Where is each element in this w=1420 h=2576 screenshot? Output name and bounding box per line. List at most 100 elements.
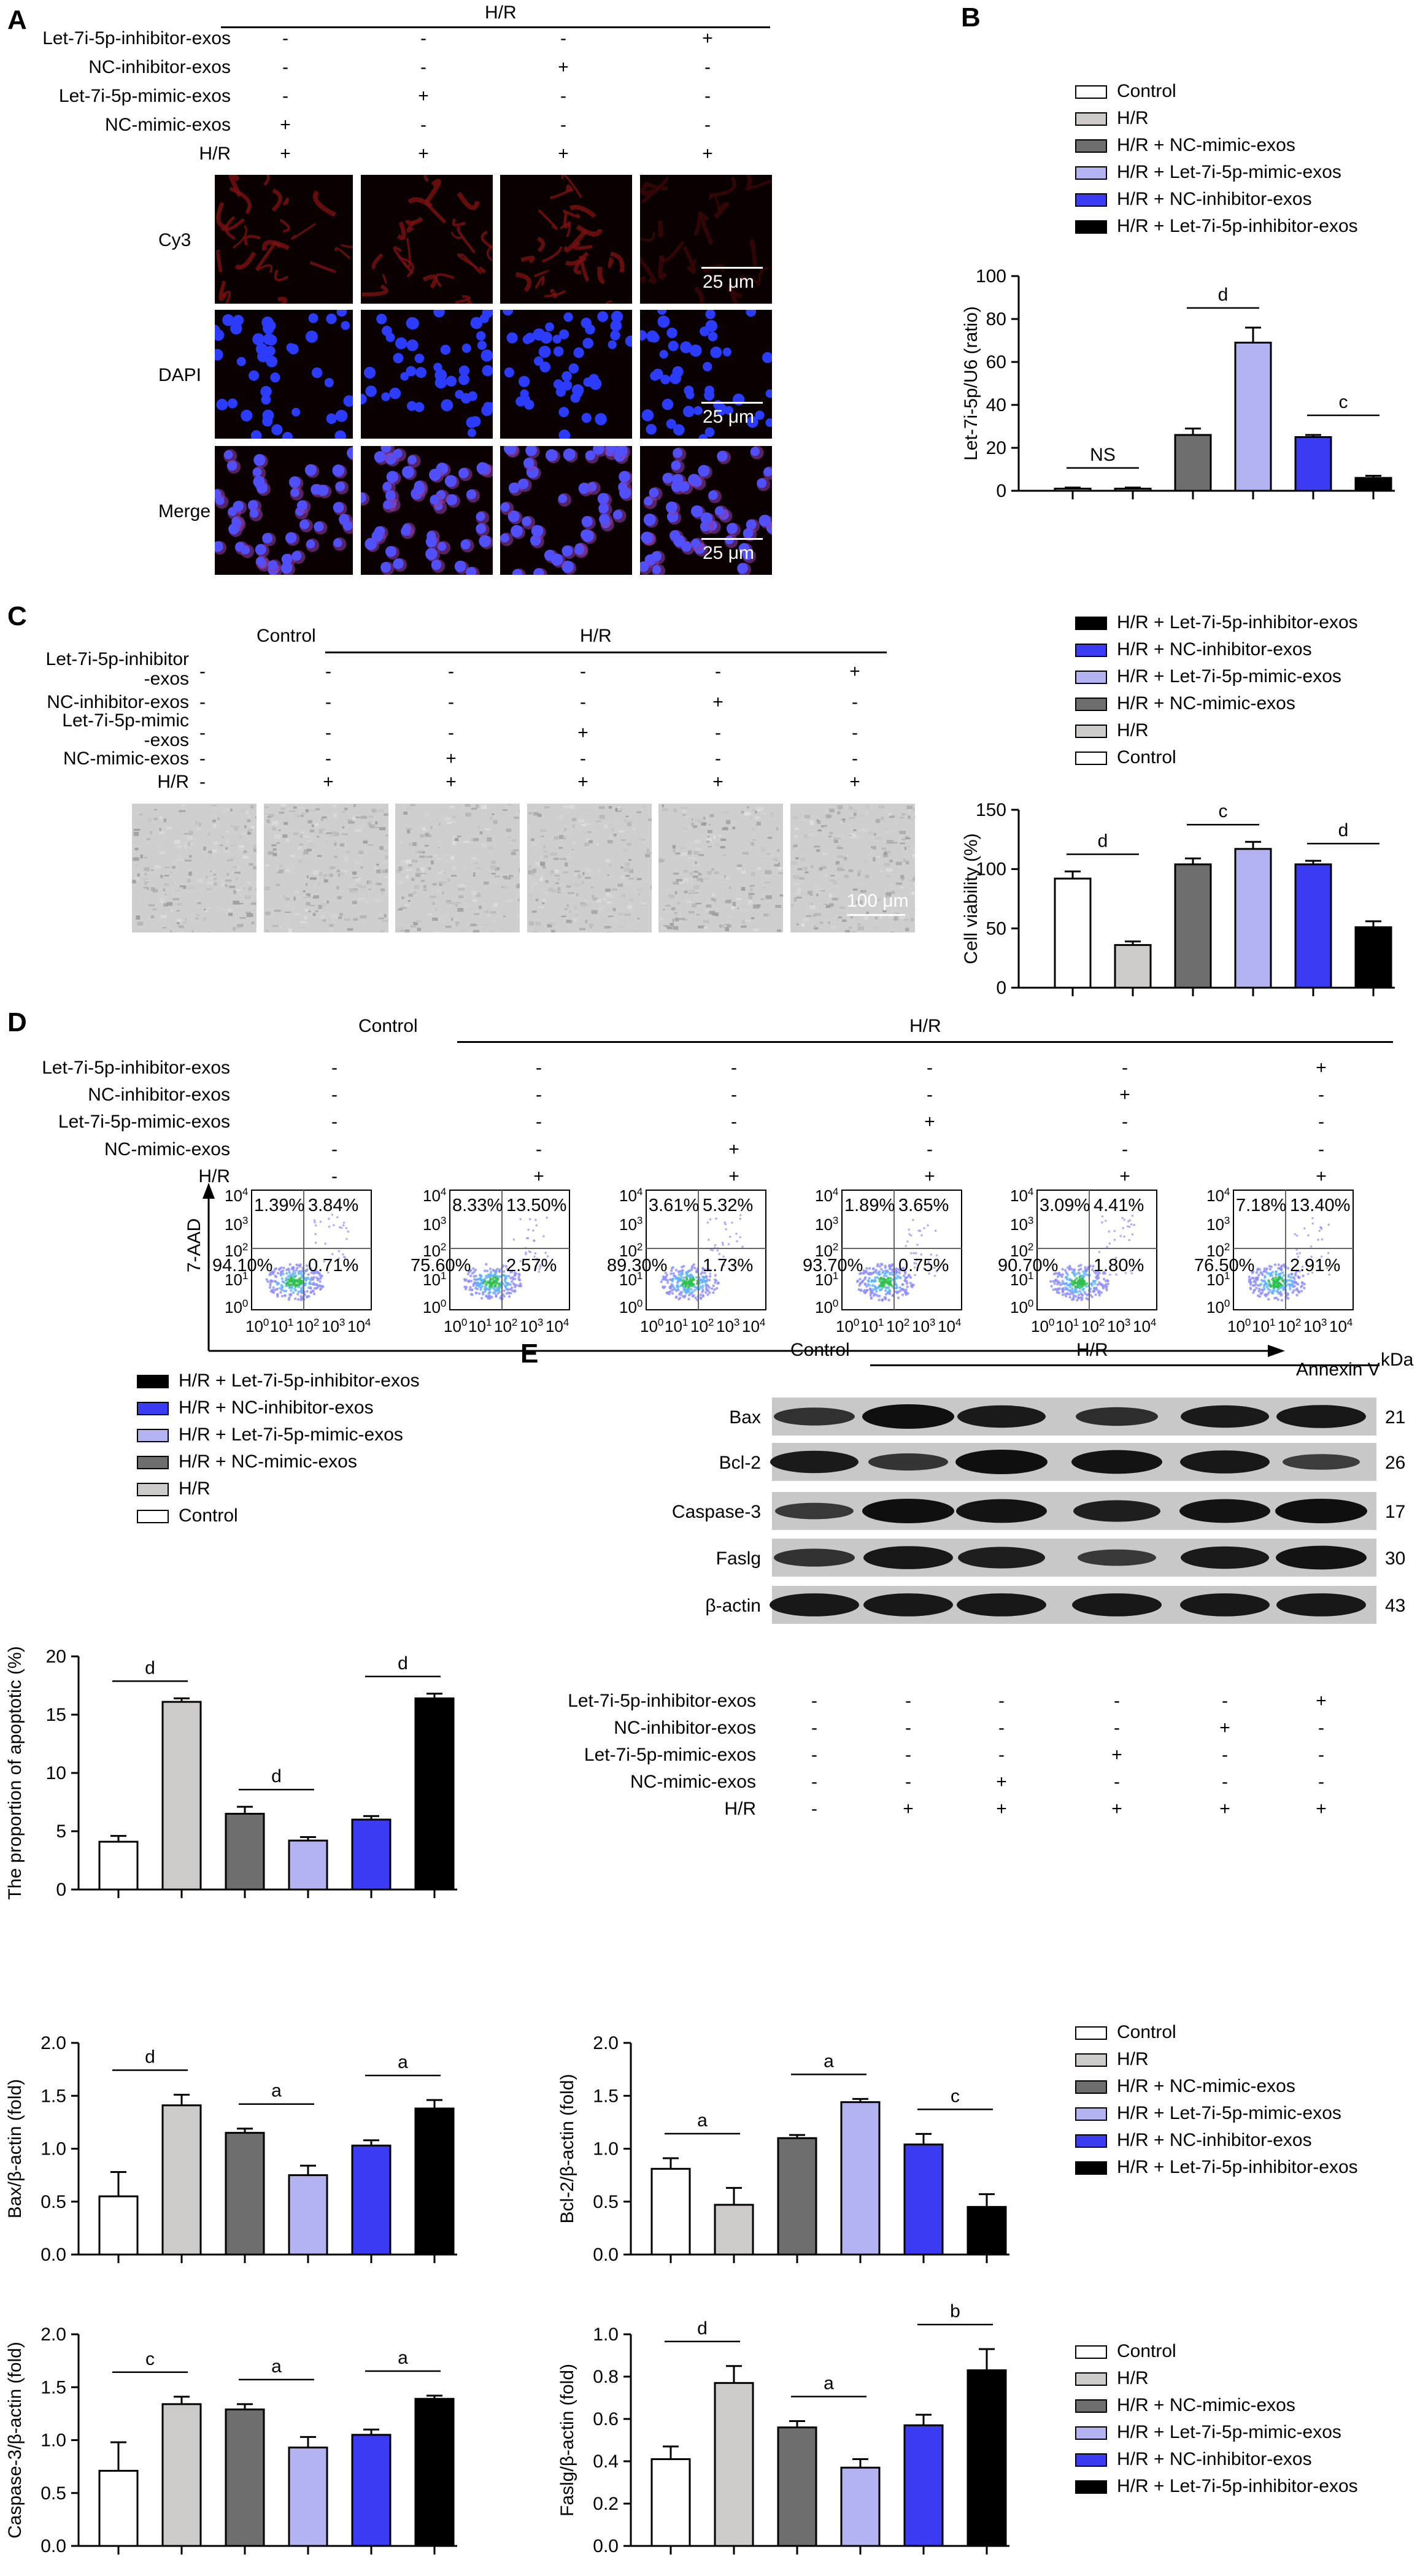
bar-h-r-let-7i-5p-inhibitor-exos [967,2205,1007,2256]
error-bar [1185,857,1201,864]
panel-e-western-blot: Bax 21 Bcl-2 26 Caspase-3 17 Faslg 30 β-actin 43 [672,1398,1405,1624]
panel-c-row-symbol: + [577,723,588,743]
flow-x-tick: 100 [444,1317,467,1336]
error-bar [789,2420,805,2428]
flow-x-tick: 104 [1329,1317,1352,1336]
panel-e-row-symbol: + [996,1772,1007,1792]
panel-c-row-label-cont: -exos [144,730,189,750]
flow-x-tick: 101 [468,1317,492,1336]
panel-a-row-symbol: + [702,28,713,48]
quant-bottom-legend-swatch [1075,2345,1107,2359]
significance-label: d [1218,285,1229,305]
panel-e-row-label: H/R [724,1799,756,1819]
panel-b-legend-label: H/R + NC-inhibitor-exos [1117,189,1312,209]
panel-b-legend-swatch [1075,139,1107,153]
significance-label: a [271,2081,282,2101]
blot-kda-value: 30 [1385,1548,1405,1569]
flow-x-tick: 104 [938,1317,961,1336]
y-tick-label: 20 [46,1647,66,1667]
panel-e-row-symbol: + [1111,1799,1122,1819]
panel-d-row-symbol: - [731,1112,737,1132]
y-axis-label: Bcl-2/β-actin (fold) [557,2074,577,2224]
panel-c-row-symbol: + [446,772,457,792]
quant-bottom-legend-swatch [1075,2426,1107,2440]
panel-e-kda-label: kDa [1381,1350,1414,1370]
blot-protein-label: Caspase-3 [672,1502,761,1522]
panel-d-row-symbol: - [1318,1112,1324,1132]
error-bar [1065,871,1081,879]
panel-c-row-label: NC-inhibitor-exos [47,692,189,712]
blot-band [956,1499,1047,1523]
blot-band [1078,1549,1156,1566]
panel-e-row-symbol: - [1318,1745,1324,1765]
flow-x-tick: 102 [494,1317,517,1336]
bar-h-r-let-7i-5p-inhibitor-exos [1354,477,1392,492]
flow-y-tick: 104 [1206,1186,1230,1205]
scale-bar-line [847,914,905,916]
panel-d-row-label: NC-mimic-exos [104,1139,230,1159]
scale-bar-label: 25 μm [703,407,754,427]
quant-bottom-legend-label: H/R + NC-mimic-exos [1117,2395,1295,2415]
y-axis-label: Cell viability (%) [961,833,981,964]
error-bar [979,2193,995,2207]
significance-label: d [145,1658,155,1678]
panel-b-legend-label: H/R + Let-7i-5p-mimic-exos [1117,162,1341,182]
blot-row-caspase-3: Caspase-3 17 [672,1492,1405,1530]
quant-legend-label: H/R + NC-inhibitor-exos [1117,2130,1312,2150]
flow-x-tick: 101 [270,1317,293,1336]
panel-d-row-symbol: + [1119,1166,1130,1186]
flow-x-tick: 100 [640,1317,663,1336]
panel-c-brightfield-image [527,804,652,932]
panel-e-row-label: Let-7i-5p-mimic-exos [584,1745,756,1765]
scale-bar-line [701,267,763,269]
panel-b-legend-label: H/R + Let-7i-5p-inhibitor-exos [1117,216,1358,236]
panel-d-legend-swatch [137,1429,169,1442]
quadrant-ur: 3.84% [308,1196,358,1215]
panel-e-row-symbol: - [998,1691,1005,1711]
bar-control [1054,877,1092,989]
blot-kda-value: 21 [1385,1407,1405,1428]
significance-label: b [950,2301,960,2321]
panel-d-row-symbol: - [536,1058,542,1078]
panel-c-legend-label: H/R [1117,720,1149,740]
micrograph-texture [640,175,772,304]
flow-y-tick: 104 [815,1186,838,1205]
panel-c-legend-swatch [1075,644,1107,657]
quant-legend-swatch [1075,2161,1107,2175]
panel-a-row-label: NC-inhibitor-exos [88,57,231,77]
scale-bar-label: 25 μm [703,272,754,292]
panel-c-row-symbol: - [580,692,586,712]
panel-a-row-symbol: - [282,86,288,106]
blot-band [868,1453,948,1471]
error-bar [1365,920,1381,928]
panel-c-row-symbol: + [712,772,724,792]
panel-e-row-symbol: - [811,1772,817,1792]
y-tick-label: 5 [56,1821,66,1842]
bar-control [98,2195,139,2256]
panel-a-row-label: H/R [199,144,231,164]
y-tick-label: 0.5 [593,2192,619,2212]
flow-plot: 8.33% 13.50%75.60% 2.57%100101102103104100… [411,1186,570,1336]
panel-a-row-symbol: + [418,144,429,164]
bar-h-r-let-7i-5p-inhibitor-exos [414,2397,455,2547]
quant-legend-label: H/R [1117,2049,1149,2069]
y-tick-label: 0.5 [41,2483,66,2504]
flow-x-tick: 104 [742,1317,765,1336]
quadrant-ul: 8.33% [452,1196,503,1215]
panel-e-row-symbol: - [998,1718,1005,1738]
significance-label: NS [1090,445,1116,465]
blot-band [862,1499,954,1523]
flow-y-tick: 103 [1010,1215,1033,1234]
panel-c-legend-label: H/R + Let-7i-5p-inhibitor-exos [1117,612,1358,632]
panel-e-row-symbol: - [811,1691,817,1711]
panel-c-row-symbol: + [323,772,334,792]
panel-d-row-symbol: - [331,1112,338,1132]
panel-d-row-symbol: + [1119,1085,1130,1105]
significance-label: a [271,2356,282,2377]
panel-a-image-row-label: DAPI [158,365,202,385]
panel-c-brightfield-image [658,804,783,932]
panel-d-legend-label: H/R + Let-7i-5p-mimic-exos [179,1424,403,1445]
blot-band [1181,1405,1269,1428]
panel-d-row-symbol: - [927,1058,933,1078]
